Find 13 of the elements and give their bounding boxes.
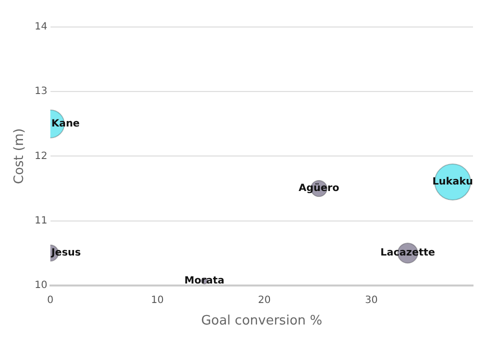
y-tick-label: 11 xyxy=(34,215,48,226)
x-tick-label: 0 xyxy=(47,294,54,306)
x-tick-label: 30 xyxy=(364,294,378,306)
x-axis-title: Goal conversion % xyxy=(201,314,322,329)
y-tick-label: 14 xyxy=(34,22,48,33)
y-axis-title: Cost (m) xyxy=(12,128,28,184)
x-tick-label: 20 xyxy=(258,294,271,306)
x-tick-label: 10 xyxy=(150,294,164,306)
y-tick-label: 12 xyxy=(34,150,48,162)
y-tick-label: 10 xyxy=(34,280,48,291)
series-label: Lacazette xyxy=(380,248,436,259)
series-label: Jesus xyxy=(50,248,81,259)
y-tick-label: 13 xyxy=(34,86,48,98)
